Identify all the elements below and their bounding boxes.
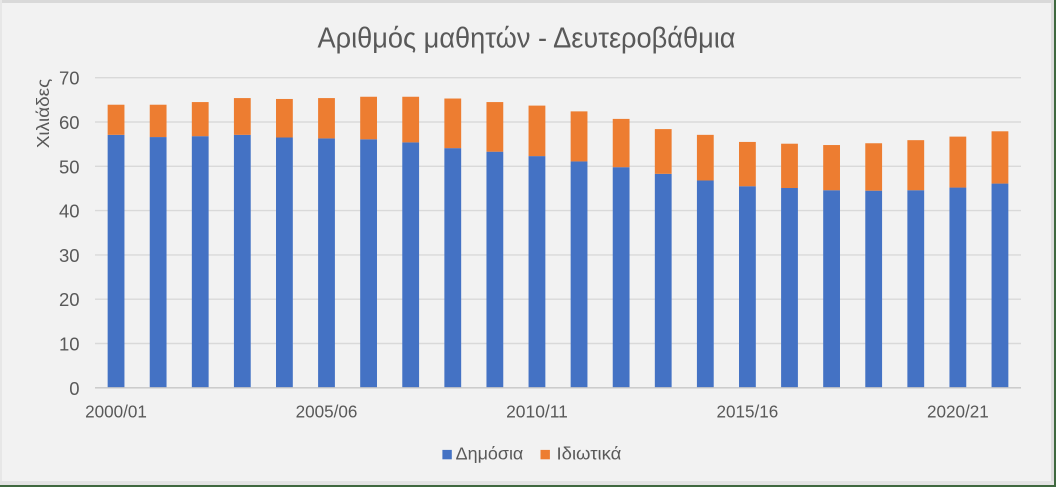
- svg-text:2020/21: 2020/21: [927, 402, 989, 422]
- svg-text:30: 30: [59, 245, 80, 266]
- svg-text:70: 70: [59, 68, 80, 89]
- svg-text:0: 0: [69, 378, 79, 399]
- svg-text:Ιδιωτικά: Ιδιωτικά: [557, 443, 622, 463]
- svg-text:60: 60: [59, 112, 80, 133]
- svg-text:Δημόσια: Δημόσια: [456, 443, 524, 463]
- svg-text:2010/11: 2010/11: [506, 402, 568, 422]
- svg-text:Χιλιάδες: Χιλιάδες: [33, 79, 53, 148]
- svg-text:10: 10: [59, 334, 80, 355]
- svg-text:Αριθμός μαθητών - Δευτεροβάθμι: Αριθμός μαθητών - Δευτεροβάθμια: [318, 23, 736, 55]
- svg-text:40: 40: [59, 201, 80, 222]
- svg-text:2005/06: 2005/06: [296, 402, 358, 422]
- svg-text:20: 20: [59, 289, 80, 310]
- svg-text:50: 50: [59, 156, 80, 177]
- svg-text:2000/01: 2000/01: [85, 402, 147, 422]
- svg-text:2015/16: 2015/16: [717, 402, 779, 422]
